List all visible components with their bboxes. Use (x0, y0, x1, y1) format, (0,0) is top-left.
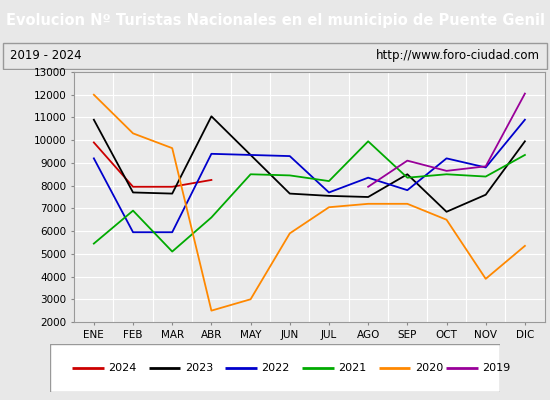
Text: 2024: 2024 (108, 363, 136, 373)
Text: 2023: 2023 (185, 363, 213, 373)
Text: 2022: 2022 (261, 363, 290, 373)
Text: http://www.foro-ciudad.com: http://www.foro-ciudad.com (376, 49, 540, 62)
Text: 2020: 2020 (415, 363, 443, 373)
Text: Evolucion Nº Turistas Nacionales en el municipio de Puente Genil: Evolucion Nº Turistas Nacionales en el m… (6, 14, 544, 28)
Text: 2019: 2019 (482, 363, 511, 373)
Text: 2021: 2021 (338, 363, 366, 373)
Text: 2019 - 2024: 2019 - 2024 (10, 49, 81, 62)
